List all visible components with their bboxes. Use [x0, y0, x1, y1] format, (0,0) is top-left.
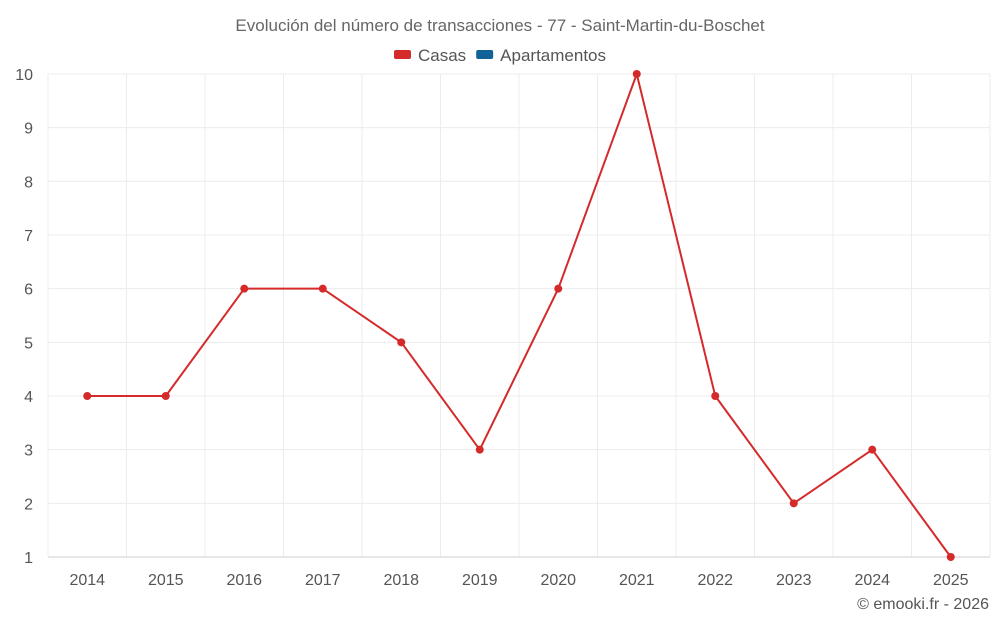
x-tick-label: 2023 [776, 572, 812, 589]
series-layer [83, 70, 955, 561]
y-tick-label: 2 [24, 496, 33, 513]
axes: 1 2 3 4 5 6 7 8 9 10 2014 2015 2016 2017 2018 2019 2020 2… [15, 67, 990, 589]
y-tick-label: 1 [24, 550, 33, 567]
legend-label: Apartamentos [500, 46, 606, 65]
y-tick-label: 10 [15, 67, 33, 84]
grid [47, 73, 991, 557]
data-point[interactable] [475, 445, 484, 454]
y-tick-label: 7 [24, 228, 33, 245]
data-point[interactable] [711, 392, 720, 400]
data-point[interactable] [318, 284, 327, 293]
x-tick-label: 2024 [854, 572, 890, 589]
y-tick-label: 4 [24, 389, 33, 406]
data-point[interactable] [554, 284, 563, 293]
chart-title: Evolución del número de transacciones - … [235, 16, 764, 35]
x-tick-label: 2017 [305, 572, 341, 589]
legend-swatch [476, 50, 494, 59]
x-tick-label: 2015 [148, 572, 184, 589]
legend-item-casas[interactable]: Casas [393, 46, 466, 65]
data-point[interactable] [868, 445, 877, 454]
x-tick-label: 2021 [619, 572, 655, 589]
y-tick-label: 5 [24, 335, 33, 352]
y-tick-label: 6 [24, 282, 33, 299]
x-tick-label: 2014 [69, 572, 105, 589]
y-tick-label: 8 [24, 174, 33, 191]
data-point[interactable] [789, 499, 798, 508]
credit-text: © emooki.fr - 2026 [857, 596, 989, 613]
data-point[interactable] [946, 553, 955, 561]
x-tick-label: 2025 [933, 572, 969, 589]
x-tick-label: 2018 [383, 572, 419, 589]
x-tick-label: 2019 [462, 572, 498, 589]
legend: Casas Apartamentos [393, 46, 606, 65]
data-point[interactable] [240, 284, 249, 293]
x-tick-label: 2022 [697, 572, 733, 589]
legend-label: Casas [418, 46, 466, 65]
data-point[interactable] [397, 338, 406, 347]
data-point[interactable] [161, 392, 170, 400]
data-point[interactable] [83, 392, 92, 400]
legend-item-apartamentos[interactable]: Apartamentos [476, 46, 606, 65]
legend-swatch [393, 50, 411, 59]
x-tick-label: 2016 [226, 572, 262, 589]
y-tick-label: 3 [24, 443, 33, 460]
x-tick-label: 2020 [540, 572, 576, 589]
y-tick-label: 9 [24, 121, 33, 138]
data-point[interactable] [632, 70, 641, 78]
series-line-casas [87, 73, 952, 558]
